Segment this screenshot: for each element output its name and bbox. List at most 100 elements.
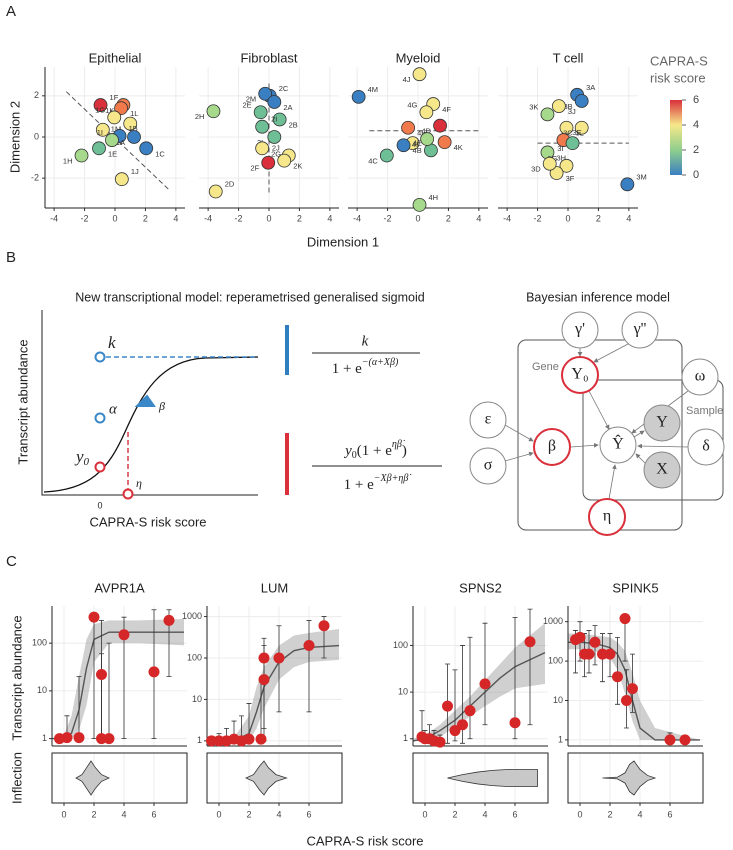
point-label: 2I	[271, 115, 277, 124]
violin	[447, 769, 538, 787]
x-tick-label: 4	[637, 809, 642, 819]
point-label: 3B	[564, 102, 573, 111]
point-label: 4G	[407, 100, 417, 109]
y-tick-label: 10	[553, 695, 563, 705]
x-tick-label: 0	[216, 809, 221, 819]
point-label: 1C	[155, 149, 165, 158]
violin-frame	[567, 752, 704, 804]
node-label: γ''	[633, 321, 647, 338]
violin	[245, 760, 288, 796]
violin-frame	[51, 752, 188, 804]
point-label: 1F	[110, 93, 119, 102]
point	[583, 648, 595, 660]
node-label: β	[548, 438, 556, 455]
symbol: α	[109, 401, 118, 417]
y-tick-label: 1000	[543, 616, 563, 626]
point-label: 1E	[108, 149, 117, 158]
error-bar	[276, 625, 282, 713]
point	[559, 158, 574, 173]
point	[123, 116, 138, 131]
x-tick-label: -2	[235, 213, 243, 223]
bayes-title: Bayesian inference model	[526, 290, 670, 304]
y-tick-label: 10	[192, 694, 202, 704]
node	[599, 426, 637, 464]
y-tick-label: 100	[187, 652, 202, 662]
point	[621, 694, 632, 706]
point	[565, 136, 580, 151]
point	[114, 172, 129, 187]
schematic-axes	[41, 310, 258, 496]
chart-title: Myeloid	[396, 50, 441, 65]
y-axis-label: Transcript abundance	[9, 615, 24, 740]
point-label: 1A	[116, 138, 125, 147]
point	[434, 736, 446, 748]
point-label: 3E	[572, 128, 581, 137]
y-axis-label: Inflection	[9, 752, 24, 804]
x-tick-label: -4	[353, 213, 361, 223]
y-tick-label: 100	[393, 640, 408, 650]
point	[258, 86, 273, 101]
x-tick-label: 4	[626, 213, 631, 223]
point	[401, 120, 416, 135]
chart-title: AVPR1A	[94, 580, 145, 595]
error-bar	[527, 608, 533, 726]
point	[620, 177, 635, 192]
point	[255, 733, 267, 745]
point	[551, 99, 566, 114]
sigmoid-curve	[43, 356, 259, 493]
point	[664, 734, 676, 746]
y-tick-label: 2	[34, 90, 39, 100]
symbol: η	[136, 476, 142, 490]
edge	[637, 443, 689, 449]
point	[589, 636, 601, 648]
x-tick-label: -2	[534, 213, 542, 223]
formula-numerator: k	[362, 333, 369, 349]
node	[643, 404, 681, 442]
posterior-band	[413, 623, 545, 741]
error-bar	[482, 622, 488, 726]
error-bar	[615, 636, 620, 705]
node	[681, 358, 719, 396]
colorbar	[670, 100, 682, 175]
eta-point	[122, 488, 134, 500]
point-label: 2F	[250, 164, 259, 173]
point	[351, 89, 366, 104]
point-label: 4E	[413, 138, 422, 147]
edge	[633, 430, 645, 438]
point	[96, 669, 107, 681]
x-tick-label: 2	[143, 213, 148, 223]
point	[437, 135, 452, 150]
x-tick-label: 0	[112, 213, 117, 223]
legend-tick-label: 6	[693, 94, 699, 106]
point	[93, 98, 108, 112]
x-tick-label: 2	[91, 809, 96, 819]
x-tick-label: 4	[276, 809, 281, 819]
y-tick-label: 1	[42, 733, 47, 743]
point	[107, 110, 122, 125]
x-tick-label: 2	[452, 809, 457, 819]
point	[457, 719, 468, 731]
point-label: 1G	[95, 105, 105, 114]
point	[139, 141, 154, 156]
y-axis-label: Transcript abundance	[15, 339, 30, 464]
chart-title: Epithelial	[89, 50, 142, 65]
point	[604, 648, 616, 660]
point	[163, 614, 175, 626]
x-tick-label: -4	[503, 213, 511, 223]
schematic: k α β y0 η 0 CAPRA-S risk score Transcri…	[15, 310, 259, 529]
violin	[602, 760, 657, 796]
point	[509, 717, 521, 729]
point-label: 2B	[289, 120, 298, 129]
point-label: 4C	[368, 156, 378, 165]
node	[621, 311, 659, 349]
chart-title: SPNS2	[459, 580, 502, 595]
y-tick-label: 1	[403, 733, 408, 743]
point	[540, 107, 555, 122]
point-label: 3I	[557, 144, 563, 153]
point	[433, 118, 447, 133]
x-tick-label: -2	[81, 213, 89, 223]
point-label: 3J	[568, 107, 576, 116]
point	[103, 733, 115, 745]
x-tick-label: 2	[596, 213, 601, 223]
